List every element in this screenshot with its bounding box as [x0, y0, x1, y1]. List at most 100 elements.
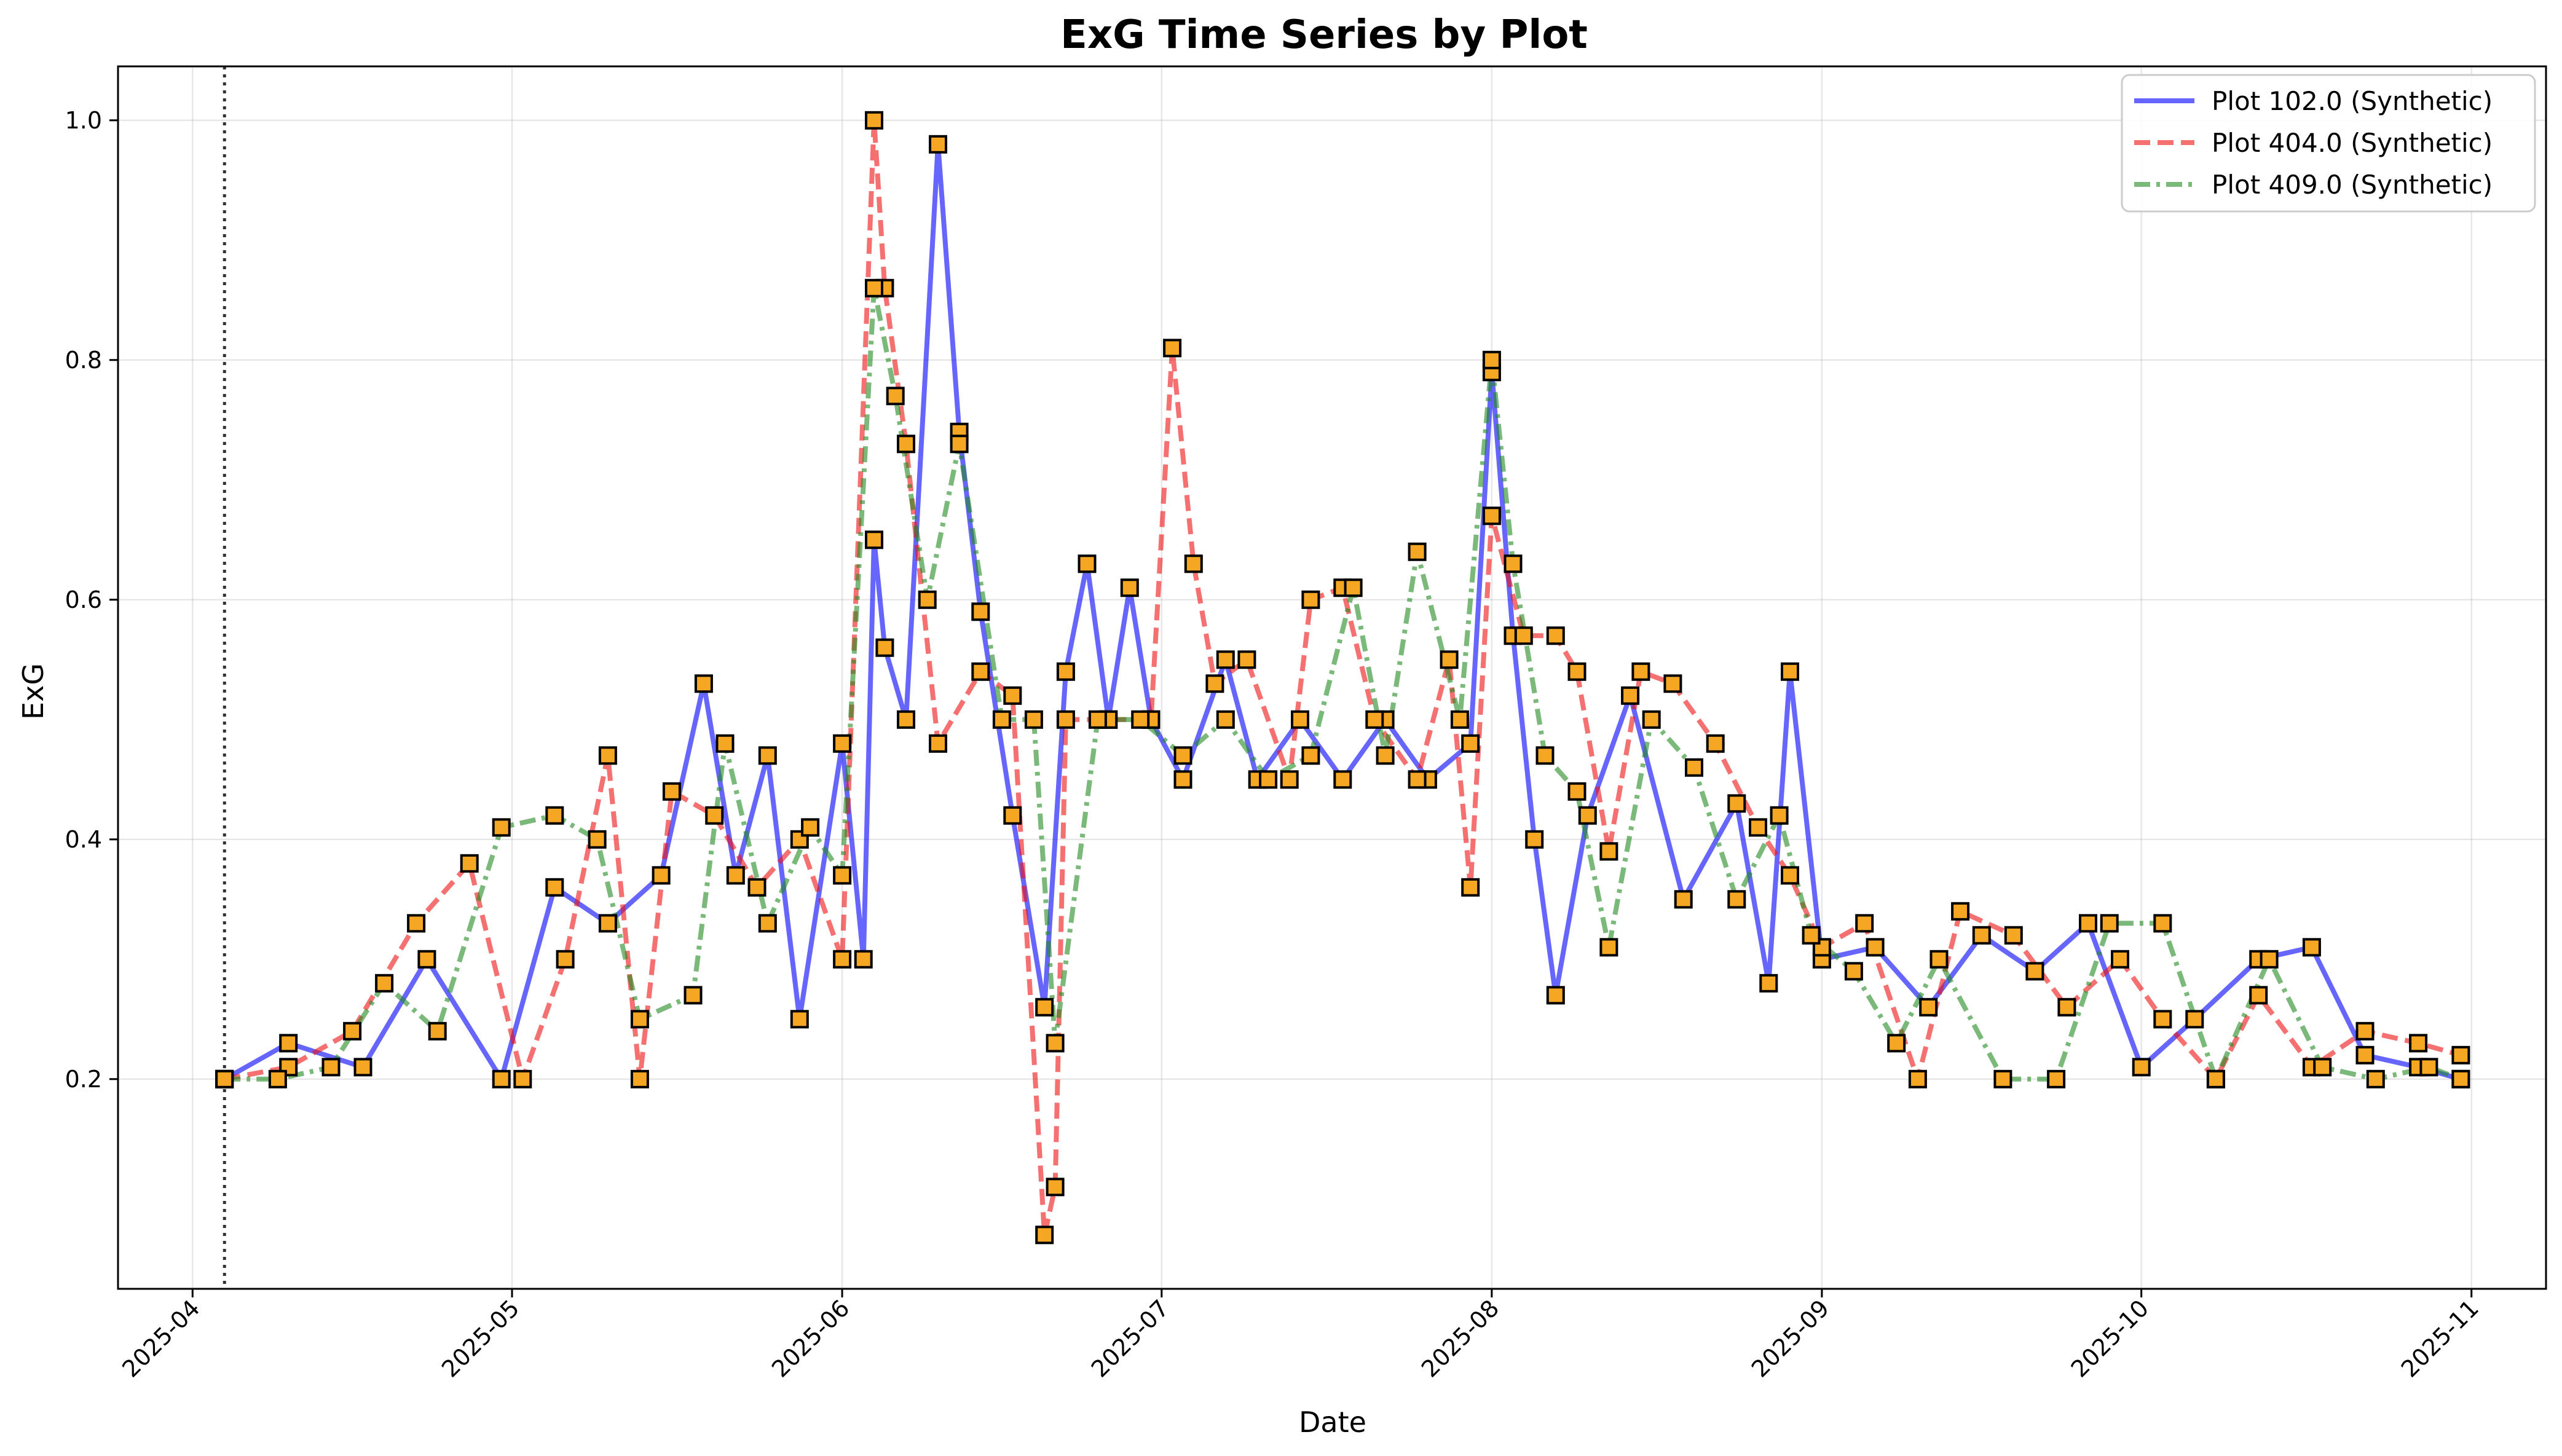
series-1-data-point [1078, 554, 1097, 573]
series-3-data-point [492, 818, 511, 837]
series-2-data-point [556, 950, 575, 969]
series-3-data-point [428, 1021, 447, 1041]
series-1-data-point [2132, 1058, 2151, 1077]
series-2-data-point [1908, 1069, 1927, 1088]
series-2-data-point [2153, 1010, 2172, 1029]
series-2-data-point [1599, 842, 1618, 861]
series-1-data-point [1173, 770, 1192, 789]
series-3-data-point [2206, 1069, 2225, 1088]
series-1-data-point [875, 638, 894, 657]
series-1-data-point [1525, 830, 1544, 849]
series-2-data-point [662, 782, 681, 801]
series-2-data-point [897, 435, 915, 454]
y-tick-label: 1.0 [65, 107, 102, 134]
series-3-data-point [2366, 1069, 2385, 1088]
chart-title: ExG Time Series by Plot [1060, 12, 1588, 58]
series-1-data-point [1035, 998, 1054, 1017]
series-2-data-point [1951, 902, 1970, 921]
legend-label-2: Plot 404.0 (Synthetic) [2212, 128, 2493, 158]
series-3-data-point [2047, 1069, 2066, 1088]
series-1-data-point [1674, 890, 1693, 909]
series-1-data-point [865, 530, 883, 549]
series-1-data-point [2302, 938, 2321, 957]
series-2-data-point [2004, 926, 2023, 945]
series-3-data-point [1259, 770, 1278, 789]
series-1-data-point [2355, 1045, 2375, 1064]
series-1-data-point [1781, 662, 1799, 681]
series-1-data-point [971, 602, 990, 621]
series-1-data-point [1333, 770, 1352, 789]
series-1-data-point [1546, 986, 1565, 1005]
series-1-data-point [353, 1058, 372, 1077]
series-3-data-point [1567, 782, 1586, 801]
series-3-data-point [1088, 710, 1107, 729]
series-3-data-point [1450, 710, 1469, 729]
series-2-data-point [747, 878, 767, 897]
series-3-data-point [630, 1010, 649, 1029]
series-1-data-point [1461, 734, 1480, 753]
series-3-data-point [1929, 950, 1949, 969]
series-2-data-point [343, 1021, 362, 1041]
series-3-data-point [2419, 1058, 2438, 1077]
series-2-data-point [1567, 662, 1586, 681]
series-1-data-point [279, 1034, 298, 1053]
legend-label-1: Plot 102.0 (Synthetic) [2212, 86, 2493, 116]
series-1-data-point [1727, 794, 1746, 813]
series-2-data-point [1546, 626, 1565, 645]
series-2-data-point [1056, 710, 1075, 729]
series-2-data-point [1035, 1226, 1054, 1245]
series-3-data-point [833, 866, 852, 885]
series-3-data-point [1216, 710, 1235, 729]
series-2-data-point [1482, 506, 1501, 525]
series-2-data-point [513, 1069, 532, 1088]
series-2-data-point [790, 830, 809, 849]
series-2-data-point [598, 746, 617, 765]
series-1-data-point [758, 746, 777, 765]
series-3-data-point [1408, 542, 1427, 561]
series-3-data-point [992, 710, 1011, 729]
series-2-data-point [2057, 998, 2076, 1017]
series-3-data-point [1535, 746, 1555, 765]
legend: Plot 102.0 (Synthetic) Plot 404.0 (Synthe… [2121, 74, 2536, 213]
series-3-data-point [545, 806, 564, 825]
series-1-data-point [2185, 1010, 2204, 1029]
series-3-data-point [1376, 746, 1395, 765]
y-tick-label: 0.4 [65, 826, 102, 853]
series-line-1 [223, 141, 2462, 1082]
series-2-data-point [2249, 986, 2268, 1005]
series-3-data-point [1482, 350, 1501, 369]
series-2-data-point [971, 662, 990, 681]
series-1-data-point [833, 734, 852, 753]
series-2-data-point [1408, 770, 1427, 789]
series-1-data-point [1216, 650, 1235, 669]
series-2-data-point [2111, 950, 2129, 969]
series-3-data-point [1173, 746, 1192, 765]
series-2-data-point [407, 914, 426, 933]
series-3-data-point [2451, 1069, 2470, 1088]
series-3-data-point [375, 974, 394, 993]
series-2-data-point [1706, 734, 1725, 753]
series-1-data-point [790, 1010, 809, 1029]
series-2-data-point [1365, 710, 1384, 729]
series-2-data-point [1280, 770, 1299, 789]
series-1-data-point [1003, 806, 1022, 825]
series-2-data-point [2355, 1021, 2375, 1041]
series-1-data-point [854, 950, 873, 969]
plot-area-frame [117, 65, 2547, 1290]
series-3-data-point [886, 387, 905, 406]
series-2-data-point [1163, 339, 1182, 358]
series-2-data-point [865, 111, 883, 130]
series-2-data-point [705, 806, 724, 825]
series-1-data-point [417, 950, 436, 969]
series-2-data-point [1184, 554, 1203, 573]
series-2-data-point [2451, 1045, 2470, 1064]
series-1-data-point [1578, 806, 1597, 825]
marker-layer [215, 111, 2470, 1245]
series-2-data-point [1440, 650, 1459, 669]
series-3-data-point [1993, 1069, 2012, 1088]
series-2-data-point [1301, 590, 1320, 609]
series-3-data-point [1131, 710, 1150, 729]
series-3-data-point [1887, 1034, 1906, 1053]
